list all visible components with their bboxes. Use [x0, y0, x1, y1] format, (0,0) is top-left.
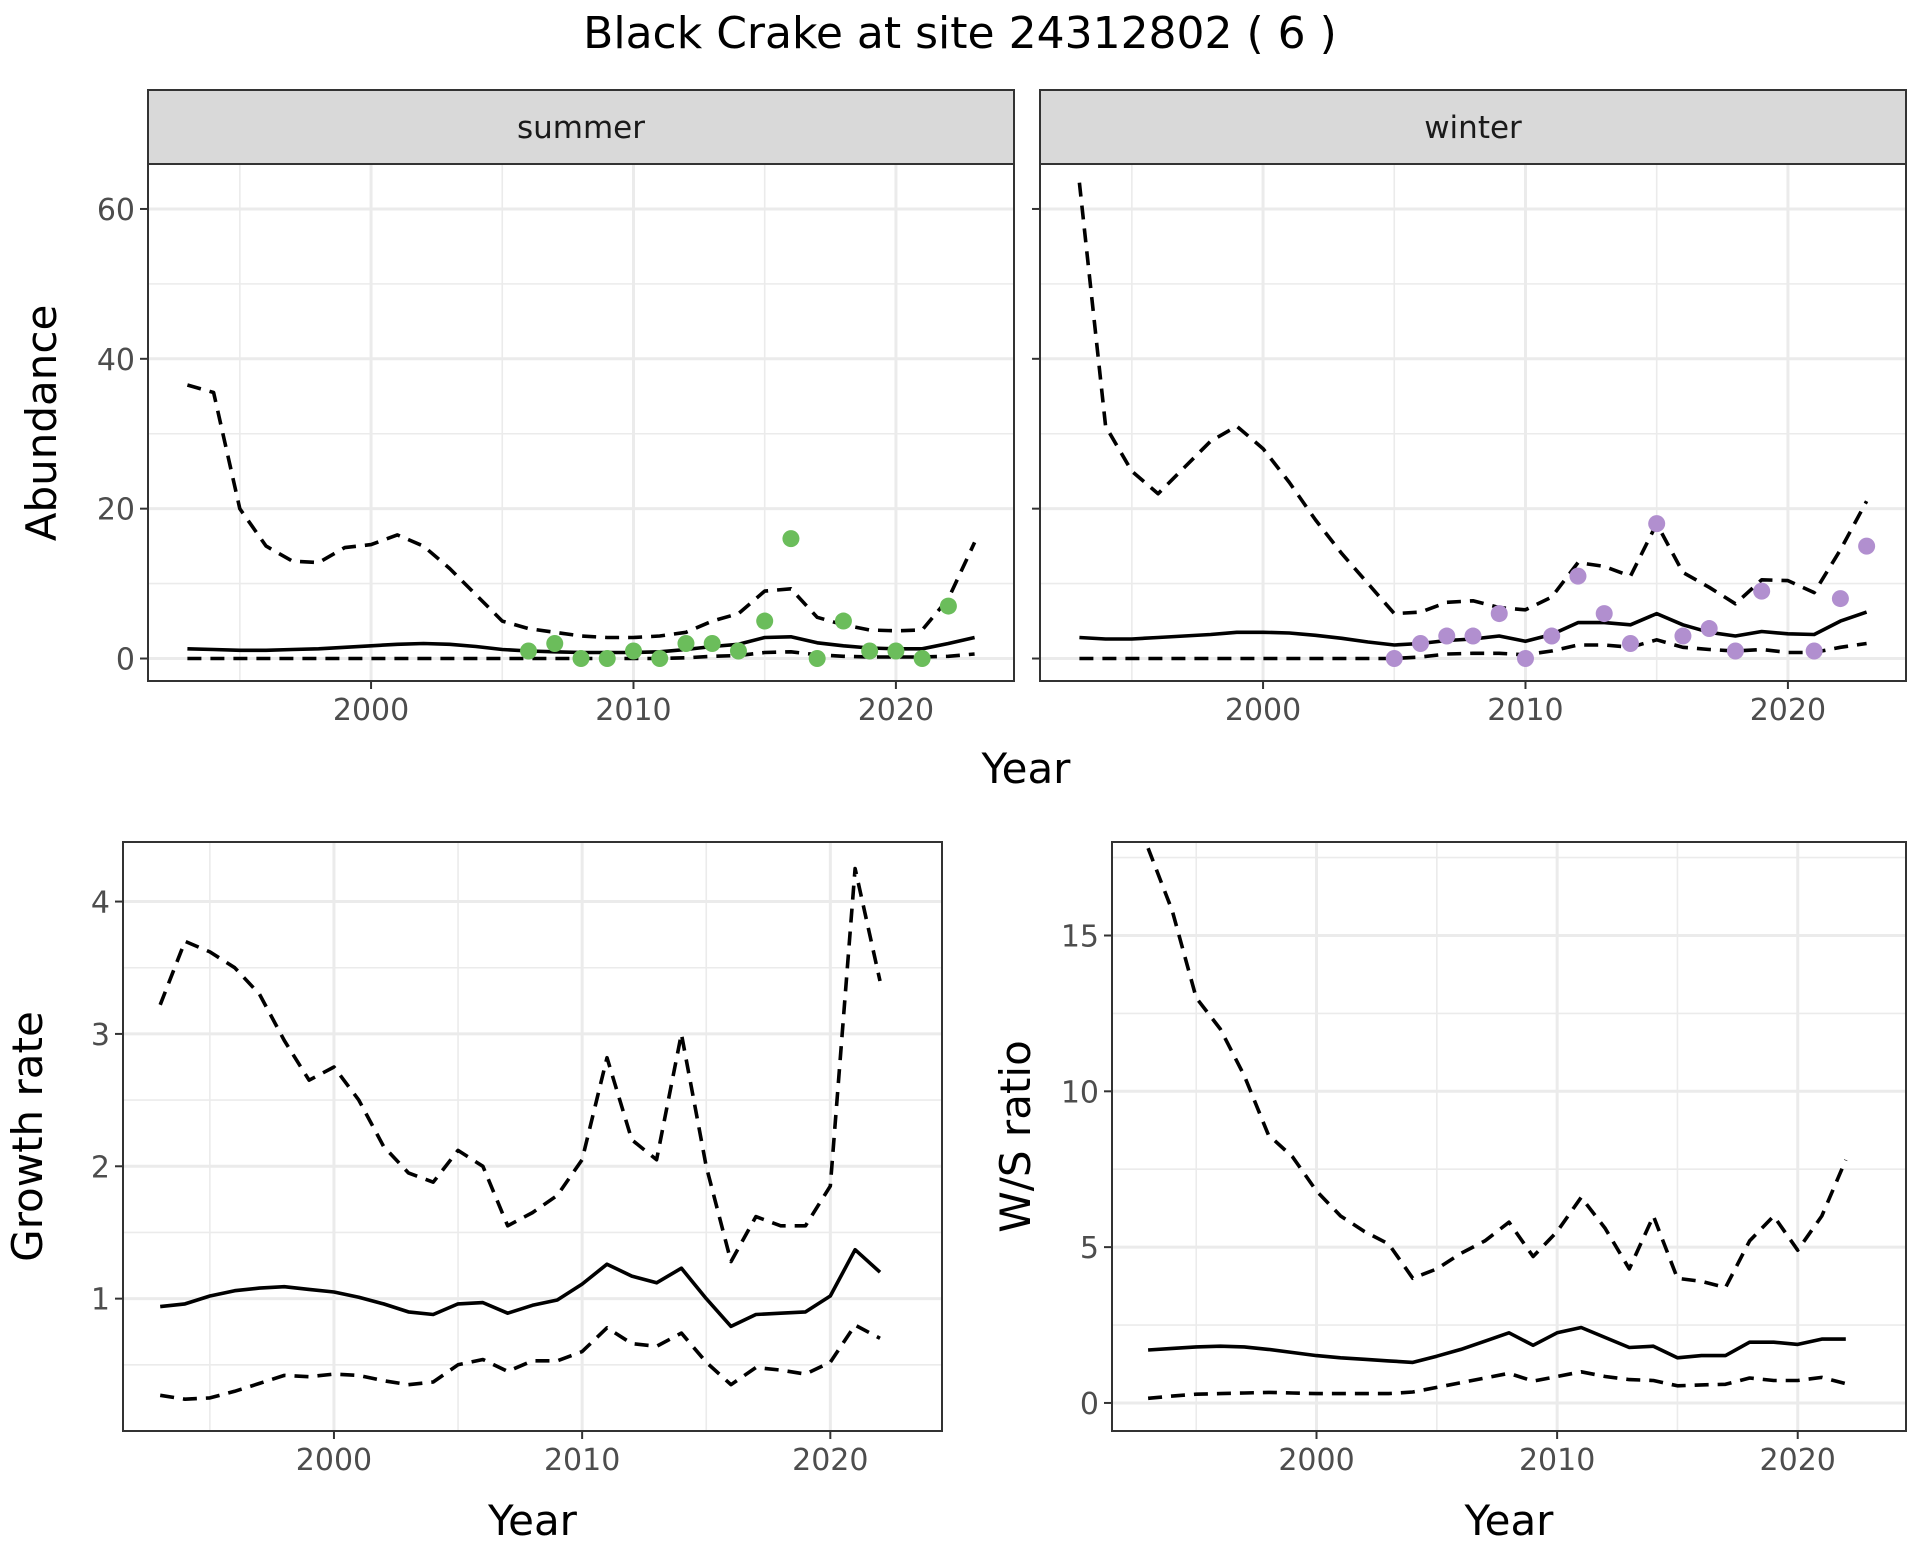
observed-count-point [1595, 605, 1613, 623]
observed-count-point [913, 650, 931, 668]
observed-count-point [808, 650, 826, 668]
observed-count-point [782, 530, 800, 548]
y-tick-label: 3 [91, 1018, 110, 1053]
observed-count-point [1490, 605, 1508, 623]
x-tick-label: 2020 [1750, 693, 1826, 728]
observed-count-point [1516, 650, 1534, 668]
observed-count-point [939, 597, 957, 615]
plot-area [123, 842, 942, 1431]
panel-border [1111, 841, 1907, 1432]
y-tick-label: 4 [91, 886, 110, 921]
y-tick-label: 60 [97, 193, 135, 228]
observed-count-point [703, 635, 721, 653]
plot-area [148, 164, 1014, 681]
observed-count-point [861, 642, 879, 660]
facet-strip-label: summer [517, 110, 645, 146]
observed-count-point [1753, 582, 1771, 600]
observed-count-point [834, 612, 852, 630]
lower-ci-line [159, 1323, 881, 1401]
mean-line [1147, 1325, 1846, 1365]
observed-count-point [1805, 642, 1823, 660]
x-tick-label: 2000 [333, 693, 409, 728]
abundance-y-axis-title: Abundance [17, 305, 66, 542]
x-tick-label: 2010 [1519, 1443, 1595, 1478]
observed-count-point [1726, 642, 1744, 660]
mean-line [160, 1247, 882, 1329]
observed-count-point [1674, 627, 1692, 645]
x-tick-label: 2000 [1278, 1443, 1354, 1478]
y-tick-label: 0 [1080, 1387, 1099, 1422]
y-tick-label: 15 [1061, 919, 1099, 954]
x-tick-label: 2020 [1760, 1443, 1836, 1478]
observed-count-point [1831, 590, 1849, 608]
observed-count-point [651, 650, 669, 668]
x-tick-label: 2010 [544, 1443, 620, 1478]
observed-count-point [677, 635, 695, 653]
lower-ci-line [1079, 637, 1867, 661]
y-tick-label: 1 [91, 1283, 110, 1318]
y-tick-label: 0 [116, 643, 135, 678]
observed-count-point [598, 650, 616, 668]
x-tick-label: 2010 [595, 693, 671, 728]
winter-abundance-panel: 2000 2010 2020 winter [1032, 89, 1907, 728]
upper-ci-line [1077, 182, 1869, 616]
plot-area [1040, 164, 1906, 681]
x-tick-label: 2000 [296, 1443, 372, 1478]
x-axis-title: Year [1464, 1496, 1555, 1545]
observed-count-point [1648, 515, 1666, 533]
observed-count-point [887, 642, 905, 660]
observed-count-point [1438, 627, 1456, 645]
y-tick-label: 5 [1080, 1231, 1099, 1266]
observed-count-point [572, 650, 590, 668]
growth-rate-panel: 2000 2010 2020 1 2 3 4 Year Growth rate [3, 841, 943, 1545]
summer-abundance-panel: 2000 2010 2020 0 20 40 60 summer [97, 89, 1015, 728]
observed-count-point [1858, 537, 1876, 555]
observed-count-point [1412, 635, 1430, 653]
observed-count-point [1385, 650, 1403, 668]
observed-count-point [624, 642, 642, 660]
panel-border [122, 841, 943, 1432]
y-axis-title: Growth rate [3, 1011, 52, 1262]
figure-title: Black Crake at site 24312802 ( 6 ) [583, 8, 1337, 59]
x-tick-label: 2020 [858, 693, 934, 728]
observed-count-point [1569, 567, 1587, 585]
facet-strip [1039, 89, 1907, 165]
y-tick-label: 2 [91, 1150, 110, 1185]
observed-count-point [1700, 620, 1718, 638]
x-axis-title: Year [487, 1496, 578, 1545]
lower-ci-line [1147, 1370, 1847, 1401]
y-tick-label: 20 [97, 493, 135, 528]
observed-count-point [520, 642, 538, 660]
abundance-x-axis-title: Year [981, 744, 1072, 793]
observed-count-point [1464, 627, 1482, 645]
ws-ratio-panel: 2000 2010 2020 0 5 10 15 Year W/S ratio [991, 841, 1907, 1545]
y-tick-label: 10 [1061, 1075, 1099, 1110]
y-tick-label: 40 [97, 343, 135, 378]
observed-count-point [729, 642, 747, 660]
x-tick-label: 2020 [792, 1443, 868, 1478]
facet-strip-label: winter [1424, 110, 1522, 146]
x-tick-label: 2010 [1487, 693, 1563, 728]
observed-count-point [546, 635, 564, 653]
observed-count-point [1543, 627, 1561, 645]
y-axis-title: W/S ratio [991, 1040, 1040, 1233]
upper-ci-line [1146, 847, 1848, 1290]
observed-count-point [1621, 635, 1639, 653]
observed-count-point [756, 612, 774, 630]
upper-ci-line [158, 866, 882, 1264]
facet-strip [147, 89, 1015, 165]
x-tick-label: 2000 [1225, 693, 1301, 728]
